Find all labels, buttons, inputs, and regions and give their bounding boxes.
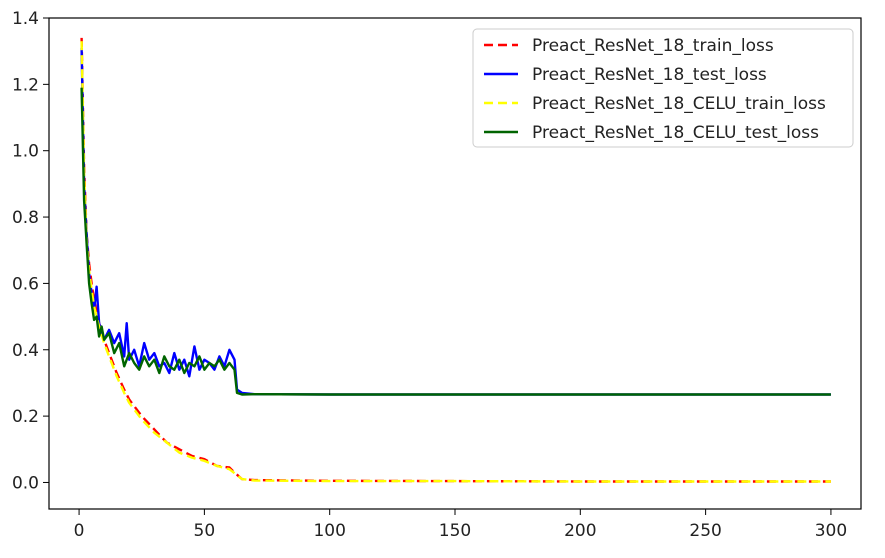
y-tick-label: 0.4 xyxy=(12,341,39,361)
legend-entries: Preact_ResNet_18_train_loss Preact_ResNet… xyxy=(484,36,826,143)
x-axis: 0 50 100 150 200 250 300 xyxy=(74,509,847,541)
x-tick-label: 200 xyxy=(564,521,596,541)
y-tick-label: 0.0 xyxy=(12,473,39,493)
series-line-0 xyxy=(80,37,831,483)
legend: Preact_ResNet_18_train_loss Preact_ResNet… xyxy=(472,28,854,148)
legend-label-2: Preact_ResNet_18_CELU_train_loss xyxy=(532,94,826,114)
y-tick-label: 1.0 xyxy=(12,142,39,162)
x-tick-label: 300 xyxy=(815,521,847,541)
y-tick-label: 1.2 xyxy=(12,75,39,95)
y-axis: 0.0 0.2 0.4 0.6 0.8 1.0 1.2 1.4 xyxy=(12,9,49,493)
x-tick-label: 0 xyxy=(74,521,85,541)
legend-label-1: Preact_ResNet_18_test_loss xyxy=(532,65,767,85)
y-tick-label: 0.6 xyxy=(12,274,39,294)
x-tick-label: 100 xyxy=(313,521,345,541)
series-line-3 xyxy=(80,87,831,396)
x-tick-label: 250 xyxy=(689,521,721,541)
x-tick-label: 50 xyxy=(194,521,216,541)
series-line-2 xyxy=(80,41,831,483)
legend-label-0: Preact_ResNet_18_train_loss xyxy=(532,36,774,56)
plot-lines xyxy=(80,37,831,483)
legend-box xyxy=(472,28,854,148)
y-tick-label: 1.4 xyxy=(12,9,39,29)
y-tick-label: 0.8 xyxy=(12,208,39,228)
y-tick-label: 0.2 xyxy=(12,407,39,427)
legend-label-3: Preact_ResNet_18_CELU_test_loss xyxy=(532,123,819,143)
x-tick-label: 150 xyxy=(439,521,471,541)
